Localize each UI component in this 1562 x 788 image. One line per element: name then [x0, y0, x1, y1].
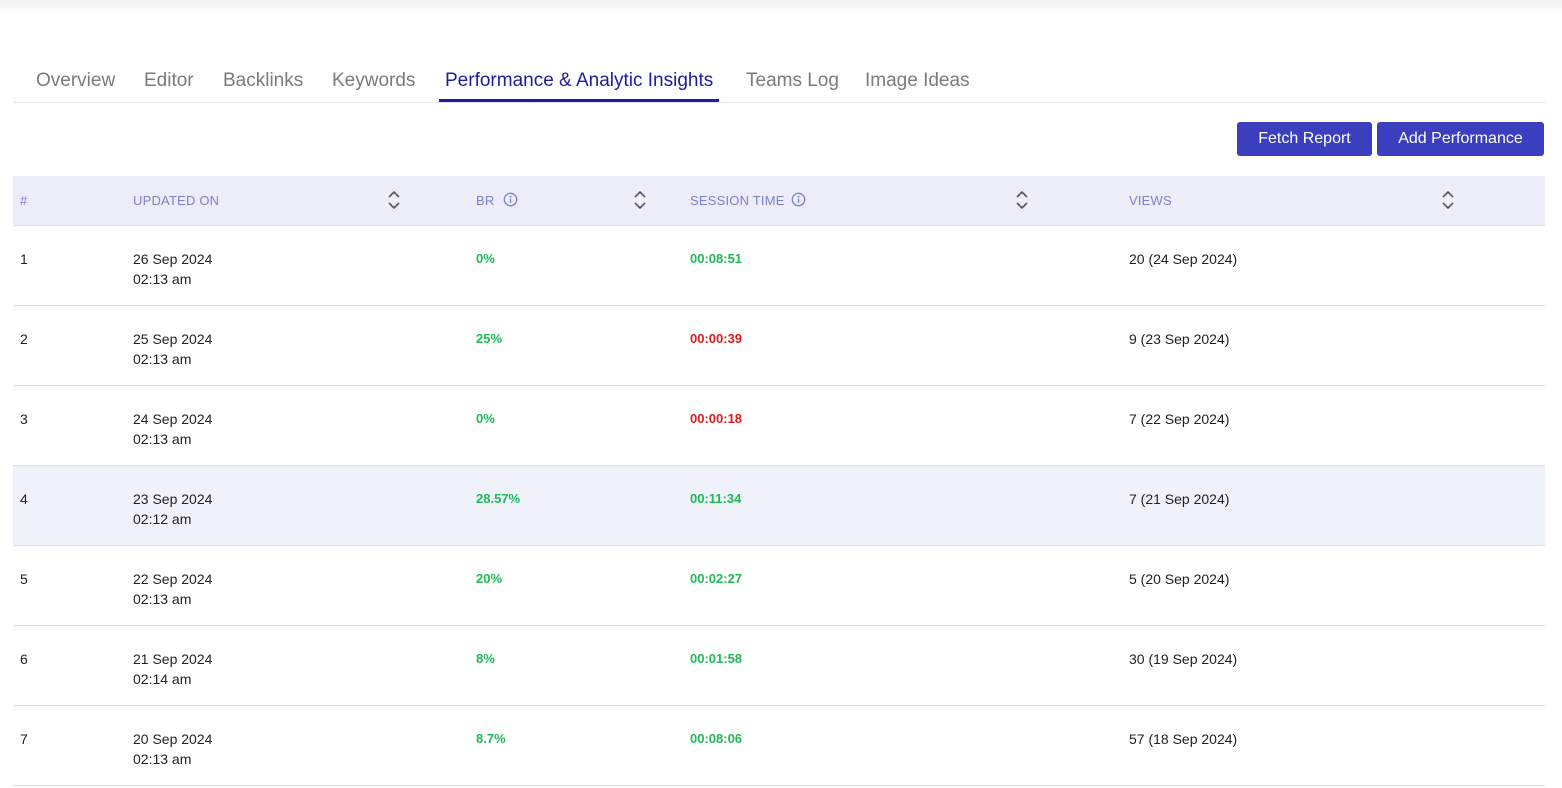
tab-bar: Overview Editor Backlinks Keywords Perfo… [13, 62, 1545, 103]
row-index: 6 [20, 651, 28, 667]
row-index: 4 [20, 491, 28, 507]
tab-backlinks[interactable]: Backlinks [223, 70, 304, 91]
row-br: 20% [476, 571, 503, 586]
header-session-time[interactable]: SESSION TIME [690, 193, 785, 208]
row-time: 02:13 am [133, 591, 192, 607]
row-session-time: 00:11:34 [690, 491, 742, 506]
row-session-time: 00:08:06 [690, 731, 743, 746]
tab-editor[interactable]: Editor [144, 70, 194, 91]
row-br: 8.7% [476, 731, 506, 746]
row-time: 02:13 am [133, 431, 192, 447]
row-views: 57 (18 Sep 2024) [1129, 731, 1238, 747]
row-views: 7 (22 Sep 2024) [1129, 411, 1230, 427]
row-br: 25% [476, 331, 503, 346]
tab-overview[interactable]: Overview [36, 70, 116, 91]
row-updated-on: 23 Sep 2024 02:12 am [133, 489, 212, 529]
sort-icon[interactable] [633, 189, 647, 211]
info-icon[interactable] [503, 192, 518, 207]
row-updated-on: 26 Sep 2024 02:13 am [133, 249, 212, 289]
row-time: 02:13 am [133, 351, 192, 367]
row-date: 22 Sep 2024 [133, 571, 213, 587]
row-views: 9 (23 Sep 2024) [1129, 331, 1230, 347]
row-time: 02:13 am [133, 271, 192, 287]
tab-teams-log[interactable]: Teams Log [746, 70, 839, 91]
row-views: 20 (24 Sep 2024) [1129, 251, 1238, 267]
row-session-time: 00:02:27 [690, 571, 743, 586]
row-time: 02:14 am [133, 671, 192, 687]
header-br[interactable]: BR [476, 193, 495, 208]
row-index: 7 [20, 731, 28, 747]
table-header: # UPDATED ON BR SESSION TIME VIEWS [13, 176, 1545, 226]
row-date: 25 Sep 2024 [133, 331, 213, 347]
tab-performance-analytic-insights[interactable]: Performance & Analytic Insights [438, 62, 720, 102]
row-session-time: 00:00:18 [690, 411, 743, 426]
sort-icon[interactable] [1015, 189, 1029, 211]
row-session-time: 00:00:39 [690, 331, 743, 346]
row-date: 23 Sep 2024 [133, 491, 213, 507]
row-index: 3 [20, 411, 28, 427]
row-updated-on: 22 Sep 2024 02:13 am [133, 569, 212, 609]
tab-image-ideas[interactable]: Image Ideas [865, 70, 970, 91]
row-br: 8% [476, 651, 495, 666]
row-time: 02:13 am [133, 751, 192, 767]
row-date: 20 Sep 2024 [133, 731, 213, 747]
row-session-time: 00:08:51 [690, 251, 743, 266]
top-shadow [0, 0, 1562, 14]
row-date: 24 Sep 2024 [133, 411, 213, 427]
table-row[interactable]: 3 24 Sep 2024 02:13 am 0% 00:00:18 7 (22… [13, 386, 1545, 466]
row-views: 30 (19 Sep 2024) [1129, 651, 1238, 667]
row-updated-on: 21 Sep 2024 02:14 am [133, 649, 212, 689]
table-row[interactable]: 5 22 Sep 2024 02:13 am 20% 00:02:27 5 (2… [13, 546, 1545, 626]
sort-icon[interactable] [387, 189, 401, 211]
row-index: 1 [20, 251, 28, 267]
table-row[interactable]: 4 23 Sep 2024 02:12 am 28.57% 00:11:34 7… [13, 466, 1545, 546]
table-row[interactable]: 6 21 Sep 2024 02:14 am 8% 00:01:58 30 (1… [13, 626, 1545, 706]
row-index: 5 [20, 571, 28, 587]
row-updated-on: 24 Sep 2024 02:13 am [133, 409, 212, 449]
row-br: 0% [476, 411, 495, 426]
row-br: 0% [476, 251, 495, 266]
row-views: 7 (21 Sep 2024) [1129, 491, 1230, 507]
header-index: # [20, 193, 28, 208]
row-date: 26 Sep 2024 [133, 251, 213, 267]
sort-icon[interactable] [1441, 189, 1455, 211]
row-time: 02:12 am [133, 511, 192, 527]
row-index: 2 [20, 331, 28, 347]
table-row[interactable]: 1 26 Sep 2024 02:13 am 0% 00:08:51 20 (2… [13, 226, 1545, 306]
tab-keywords[interactable]: Keywords [332, 70, 416, 91]
row-session-time: 00:01:58 [690, 651, 743, 666]
row-updated-on: 20 Sep 2024 02:13 am [133, 729, 212, 769]
row-views: 5 (20 Sep 2024) [1129, 571, 1230, 587]
table-body: 1 26 Sep 2024 02:13 am 0% 00:08:51 20 (2… [13, 226, 1545, 786]
table-row[interactable]: 2 25 Sep 2024 02:13 am 25% 00:00:39 9 (2… [13, 306, 1545, 386]
row-updated-on: 25 Sep 2024 02:13 am [133, 329, 212, 369]
add-performance-button[interactable]: Add Performance [1377, 122, 1544, 156]
header-views[interactable]: VIEWS [1129, 193, 1172, 208]
fetch-report-button[interactable]: Fetch Report [1237, 122, 1372, 156]
header-updated-on[interactable]: UPDATED ON [133, 193, 220, 208]
table-row[interactable]: 7 20 Sep 2024 02:13 am 8.7% 00:08:06 57 … [13, 706, 1545, 786]
row-date: 21 Sep 2024 [133, 651, 213, 667]
row-br: 28.57% [476, 491, 521, 506]
info-icon[interactable] [791, 192, 806, 207]
performance-table: # UPDATED ON BR SESSION TIME VIEWS [13, 176, 1545, 786]
